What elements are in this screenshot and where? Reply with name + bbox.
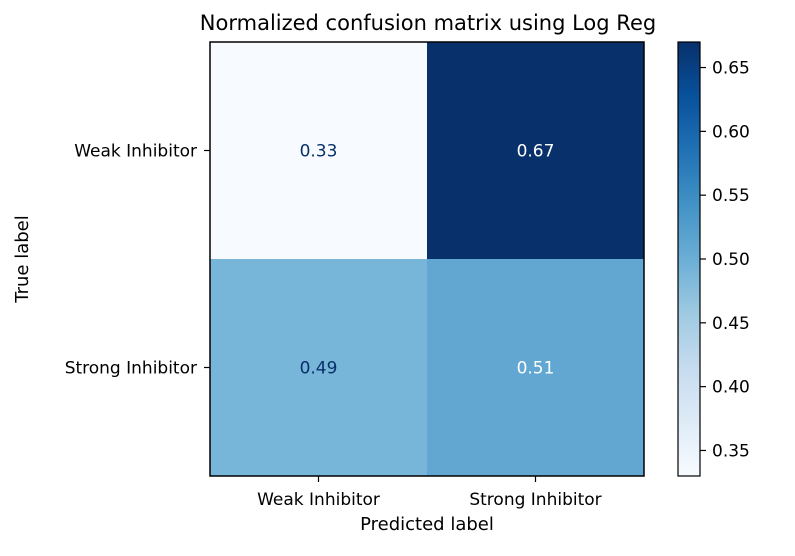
cell-value-label: 0.49 [300,359,338,379]
y-tick-label: Weak Inhibitor [74,142,197,162]
colorbar-tick-label: 0.60 [712,122,750,142]
x-axis-ticks: Weak Inhibitor Strong Inhibitor [257,476,602,510]
colorbar-tick-label: 0.65 [712,59,750,79]
colorbar-tick-label: 0.40 [712,378,750,398]
x-tick-label: Strong Inhibitor [469,490,601,510]
colorbar-tick-label: 0.35 [712,441,750,461]
y-axis-ticks: Weak Inhibitor Strong Inhibitor [65,142,210,379]
colorbar-tick-label: 0.45 [712,314,750,334]
plot-frame [209,41,645,477]
y-tick-label: Strong Inhibitor [65,359,197,379]
y-axis-label: True label [12,215,33,304]
heatmap-cell [427,259,644,476]
heatmap-cell [210,42,427,259]
heatmap-value-labels: 0.33 0.67 0.49 0.51 [300,142,555,379]
colorbar [677,41,701,477]
cell-value-label: 0.33 [300,142,338,162]
cell-value-label: 0.51 [517,359,555,379]
heatmap-cell [427,42,644,259]
colorbar-tick-label: 0.50 [712,250,750,270]
colorbar-ticks: 0.35 0.40 0.45 0.50 0.55 0.60 0.65 [700,59,750,461]
heatmap-cells [210,42,644,476]
chart-title: Normalized confusion matrix using Log Re… [200,11,656,35]
x-axis-label: Predicted label [360,514,494,535]
x-tick-label: Weak Inhibitor [257,490,380,510]
heatmap-cell [210,259,427,476]
colorbar-tick-label: 0.55 [712,186,750,206]
cell-value-label: 0.67 [517,142,555,162]
